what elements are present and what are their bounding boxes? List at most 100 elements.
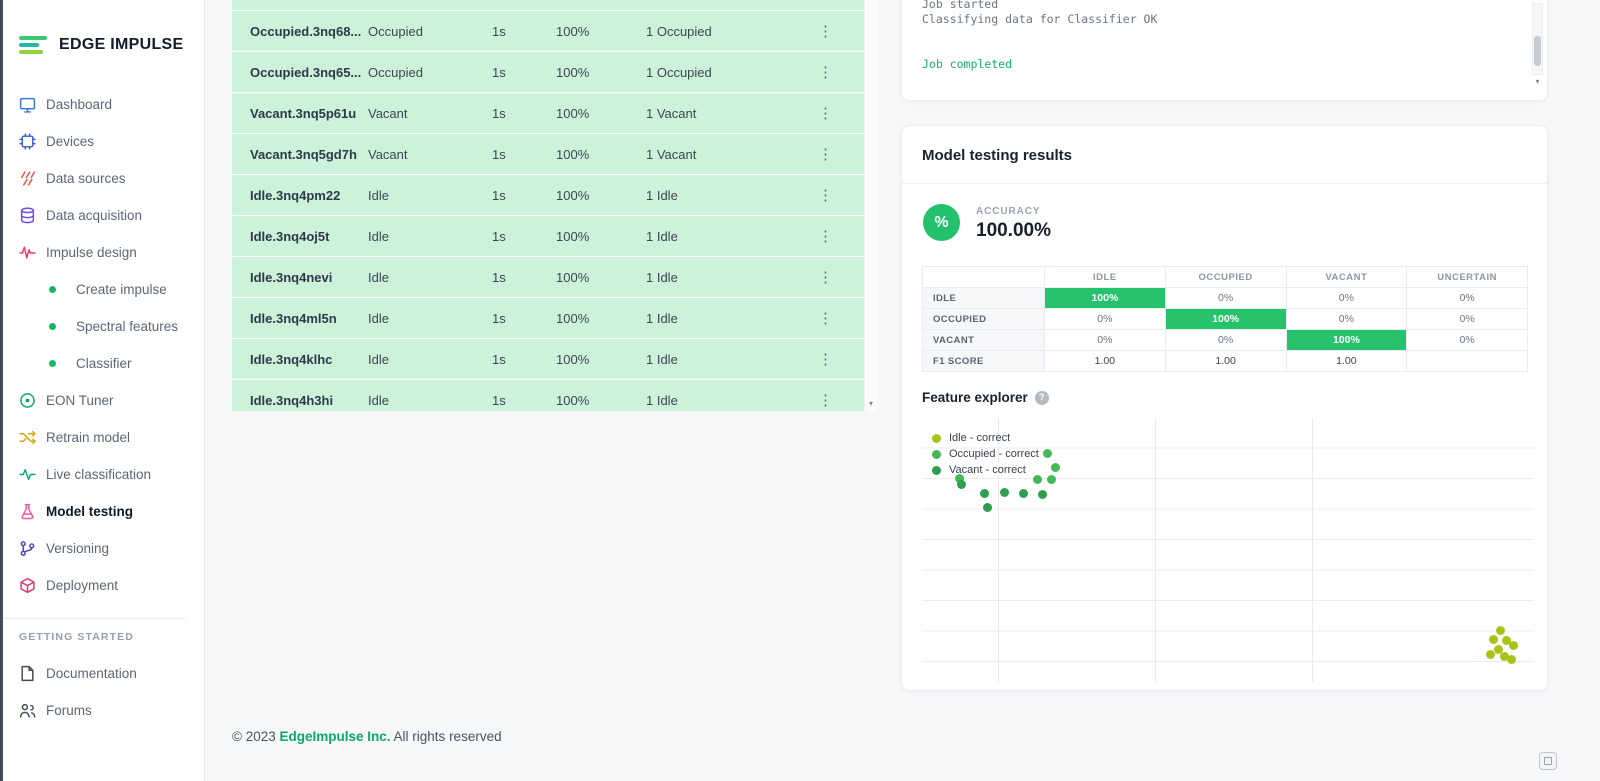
- data-sources-icon: [19, 170, 36, 187]
- scroll-down-arrow-icon[interactable]: ▾: [868, 398, 873, 408]
- scatter-point[interactable]: [982, 502, 992, 512]
- cell-accuracy: 100%: [556, 310, 590, 326]
- sidebar-item-deployment[interactable]: Deployment: [3, 567, 204, 604]
- table-row[interactable]: Idle.3nq4ml5n Idle 1s 100% 1 Idle ⋮: [232, 298, 864, 339]
- cell-length: 1s: [492, 310, 506, 326]
- cell-result: 1 Occupied: [646, 23, 712, 39]
- kebab-menu-icon[interactable]: ⋮: [818, 187, 833, 204]
- sidebar-item-data-sources[interactable]: Data sources: [3, 160, 204, 197]
- devices-icon: [19, 133, 36, 150]
- sidebar-item-label: Data acquisition: [46, 208, 143, 223]
- table-row[interactable]: Idle.3nq4klhc Idle 1s 100% 1 Idle ⋮: [232, 339, 864, 380]
- scatter-point[interactable]: [1485, 649, 1495, 659]
- kebab-menu-icon[interactable]: ⋮: [818, 310, 833, 327]
- cell-accuracy: 100%: [556, 64, 590, 80]
- scatter-point[interactable]: [999, 487, 1009, 497]
- sidebar-item-retrain-model[interactable]: Retrain model: [3, 419, 204, 456]
- table-row[interactable]: Vacant.3nq5gd7h Vacant 1s 100% 1 Vacant ⋮: [232, 134, 864, 175]
- table-row[interactable]: Vacant.3nq5p61u Vacant 1s 100% 1 Vacant ⋮: [232, 93, 864, 134]
- left-edge-strip: [0, 0, 3, 781]
- scatter-point[interactable]: [1037, 489, 1047, 499]
- edgeimpulse-link[interactable]: EdgeImpulse Inc.: [279, 729, 391, 744]
- table-row[interactable]: Idle.3nq4h3hi Idle 1s 100% 1 Idle ⋮: [232, 380, 864, 411]
- matrix-row-label: OCCUPIED: [922, 308, 1045, 330]
- scatter-point[interactable]: [1501, 635, 1511, 645]
- table-row[interactable]: Occupied.3nq68... Occupied 1s 100% 1 Occupie…: [232, 11, 864, 52]
- kebab-menu-icon[interactable]: ⋮: [818, 23, 833, 40]
- sidebar-item-eon-tuner[interactable]: EON Tuner: [3, 382, 204, 419]
- sidebar-item-documentation[interactable]: Documentation: [3, 655, 204, 692]
- scatter-point[interactable]: [1506, 654, 1516, 664]
- scatter-point[interactable]: [1032, 474, 1042, 484]
- cell-expected-outcome: Vacant: [368, 105, 408, 121]
- retrain-model-icon: [19, 429, 36, 446]
- kebab-menu-icon[interactable]: ⋮: [818, 64, 833, 81]
- scatter-point[interactable]: [1499, 651, 1509, 661]
- cell-result: 1 Vacant: [646, 146, 697, 162]
- sidebar-item-versioning[interactable]: Versioning: [3, 530, 204, 567]
- console-line: Classifying data for Classifier OK: [922, 12, 1158, 26]
- sidebar-item-dashboard[interactable]: Dashboard: [3, 86, 204, 123]
- kebab-menu-icon[interactable]: ⋮: [818, 146, 833, 163]
- cell-sample-name: Occupied.3nq65...: [250, 64, 362, 80]
- scatter-point[interactable]: [1050, 462, 1060, 472]
- help-icon[interactable]: ?: [1034, 390, 1049, 405]
- scatter-point[interactable]: [954, 473, 964, 483]
- green-dot-icon: [49, 286, 56, 293]
- sidebar-item-create-impulse[interactable]: Create impulse: [3, 271, 204, 308]
- sidebar-item-classifier[interactable]: Classifier: [3, 345, 204, 382]
- kebab-menu-icon[interactable]: ⋮: [818, 105, 833, 122]
- feature-explorer-title-text: Feature explorer: [922, 390, 1028, 405]
- scatter-point[interactable]: [956, 479, 966, 489]
- cell-result: 1 Idle: [646, 351, 678, 367]
- scatter-point[interactable]: [1493, 644, 1503, 654]
- console-line: Job completed: [922, 57, 1013, 71]
- scatter-point[interactable]: [1488, 634, 1498, 644]
- table-scrollbar[interactable]: ▾: [864, 0, 877, 411]
- results-title: Model testing results: [922, 147, 1073, 164]
- sidebar-item-label: Classifier: [76, 356, 132, 371]
- kebab-menu-icon[interactable]: ⋮: [818, 228, 833, 245]
- kebab-menu-icon[interactable]: ⋮: [818, 269, 833, 286]
- scatter-point[interactable]: [1495, 625, 1505, 635]
- sidebar-section-label: GETTING STARTED: [19, 631, 134, 643]
- sidebar-item-live-classification[interactable]: Live classification: [3, 456, 204, 493]
- table-row-partial[interactable]: [232, 0, 864, 11]
- sidebar-item-forums[interactable]: Forums: [3, 692, 204, 729]
- legend-item-occupied-correct[interactable]: Occupied - correct: [932, 446, 1039, 462]
- cell-sample-name: Occupied.3nq68...: [250, 23, 362, 39]
- legend-label: Vacant - correct: [949, 464, 1026, 476]
- sidebar-item-impulse-design[interactable]: Impulse design: [3, 234, 204, 271]
- deployment-icon: [19, 577, 36, 594]
- table-row[interactable]: Idle.3nq4nevi Idle 1s 100% 1 Idle ⋮: [232, 257, 864, 298]
- versioning-icon: [19, 540, 36, 557]
- console-scrollbar[interactable]: [1532, 3, 1543, 75]
- table-row[interactable]: Idle.3nq4oj5t Idle 1s 100% 1 Idle ⋮: [232, 216, 864, 257]
- scatter-point[interactable]: [1046, 474, 1056, 484]
- scatter-point[interactable]: [1508, 640, 1518, 650]
- accuracy-percent-icon: %: [923, 204, 960, 241]
- scatter-point[interactable]: [1042, 448, 1052, 458]
- scatter-point[interactable]: [979, 488, 989, 498]
- sidebar-item-devices[interactable]: Devices: [3, 123, 204, 160]
- legend-item-vacant-correct[interactable]: Vacant - correct: [932, 462, 1039, 478]
- kebab-menu-icon[interactable]: ⋮: [818, 392, 833, 409]
- sidebar-item-label: Create impulse: [76, 282, 167, 297]
- cell-result: 1 Idle: [646, 228, 678, 244]
- scatter-point[interactable]: [1018, 488, 1028, 498]
- sidebar-item-model-testing[interactable]: Model testing: [3, 493, 204, 530]
- sidebar-item-spectral-features[interactable]: Spectral features: [3, 308, 204, 345]
- sidebar-item-label: Dashboard: [46, 97, 113, 112]
- legend-item-idle-correct[interactable]: Idle - correct: [932, 430, 1039, 446]
- kebab-menu-icon[interactable]: ⋮: [818, 351, 833, 368]
- dashboard-icon: [19, 96, 36, 113]
- console-scrollbar-thumb[interactable]: [1534, 36, 1541, 66]
- table-row[interactable]: Occupied.3nq65... Occupied 1s 100% 1 Occupie…: [232, 52, 864, 93]
- eon-tuner-icon: [19, 392, 36, 409]
- table-row[interactable]: Idle.3nq4pm22 Idle 1s 100% 1 Idle ⋮: [232, 175, 864, 216]
- console-scroll-down-arrow-icon[interactable]: ▾: [1535, 76, 1540, 86]
- sidebar-item-data-acquisition[interactable]: Data acquisition: [3, 197, 204, 234]
- edge-impulse-logo[interactable]: EDGE IMPULSE: [3, 0, 204, 66]
- cell-sample-name: Idle.3nq4oj5t: [250, 228, 330, 244]
- sidebar-item-label: Spectral features: [76, 319, 179, 334]
